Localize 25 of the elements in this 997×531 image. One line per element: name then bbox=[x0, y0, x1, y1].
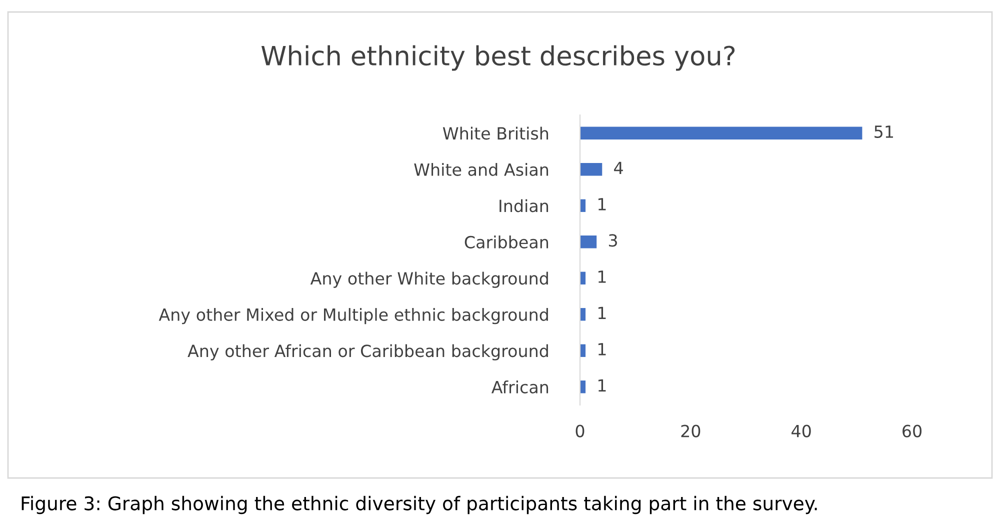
chart-title: Which ethnicity best describes you? bbox=[261, 45, 735, 71]
y-tick-label: Indian bbox=[500, 199, 548, 212]
data-label: 1 bbox=[598, 343, 606, 356]
x-tick-label: 20 bbox=[681, 424, 700, 438]
y-tick-label: Any other African or Caribbean background bbox=[188, 344, 548, 360]
data-label: 51 bbox=[874, 126, 893, 138]
data-label: 4 bbox=[614, 162, 623, 174]
bar bbox=[580, 126, 862, 140]
y-tick-label: African bbox=[491, 380, 548, 394]
x-tick-label: 0 bbox=[576, 424, 584, 438]
y-tick-label: Caribbean bbox=[464, 236, 548, 248]
y-tick-label: Any other White background bbox=[310, 272, 548, 288]
x-tick-label: 60 bbox=[902, 424, 922, 438]
bar bbox=[580, 163, 602, 176]
x-tick-label: 40 bbox=[792, 424, 811, 438]
y-tick-label: White British bbox=[442, 126, 548, 140]
y-tick-label: White and Asian bbox=[414, 163, 548, 176]
bar bbox=[580, 236, 597, 248]
y-tick-label: Any other Mixed or Multiple ethnic background bbox=[158, 308, 548, 324]
data-label: 1 bbox=[598, 198, 606, 210]
data-label: 3 bbox=[608, 234, 617, 247]
data-label: 1 bbox=[598, 270, 606, 283]
caption: Figure 3: Graph showing the ethnic diversity of participants taking part in the survey. bbox=[22, 496, 817, 514]
data-label: 1 bbox=[598, 379, 606, 392]
data-label: 1 bbox=[598, 306, 606, 319]
